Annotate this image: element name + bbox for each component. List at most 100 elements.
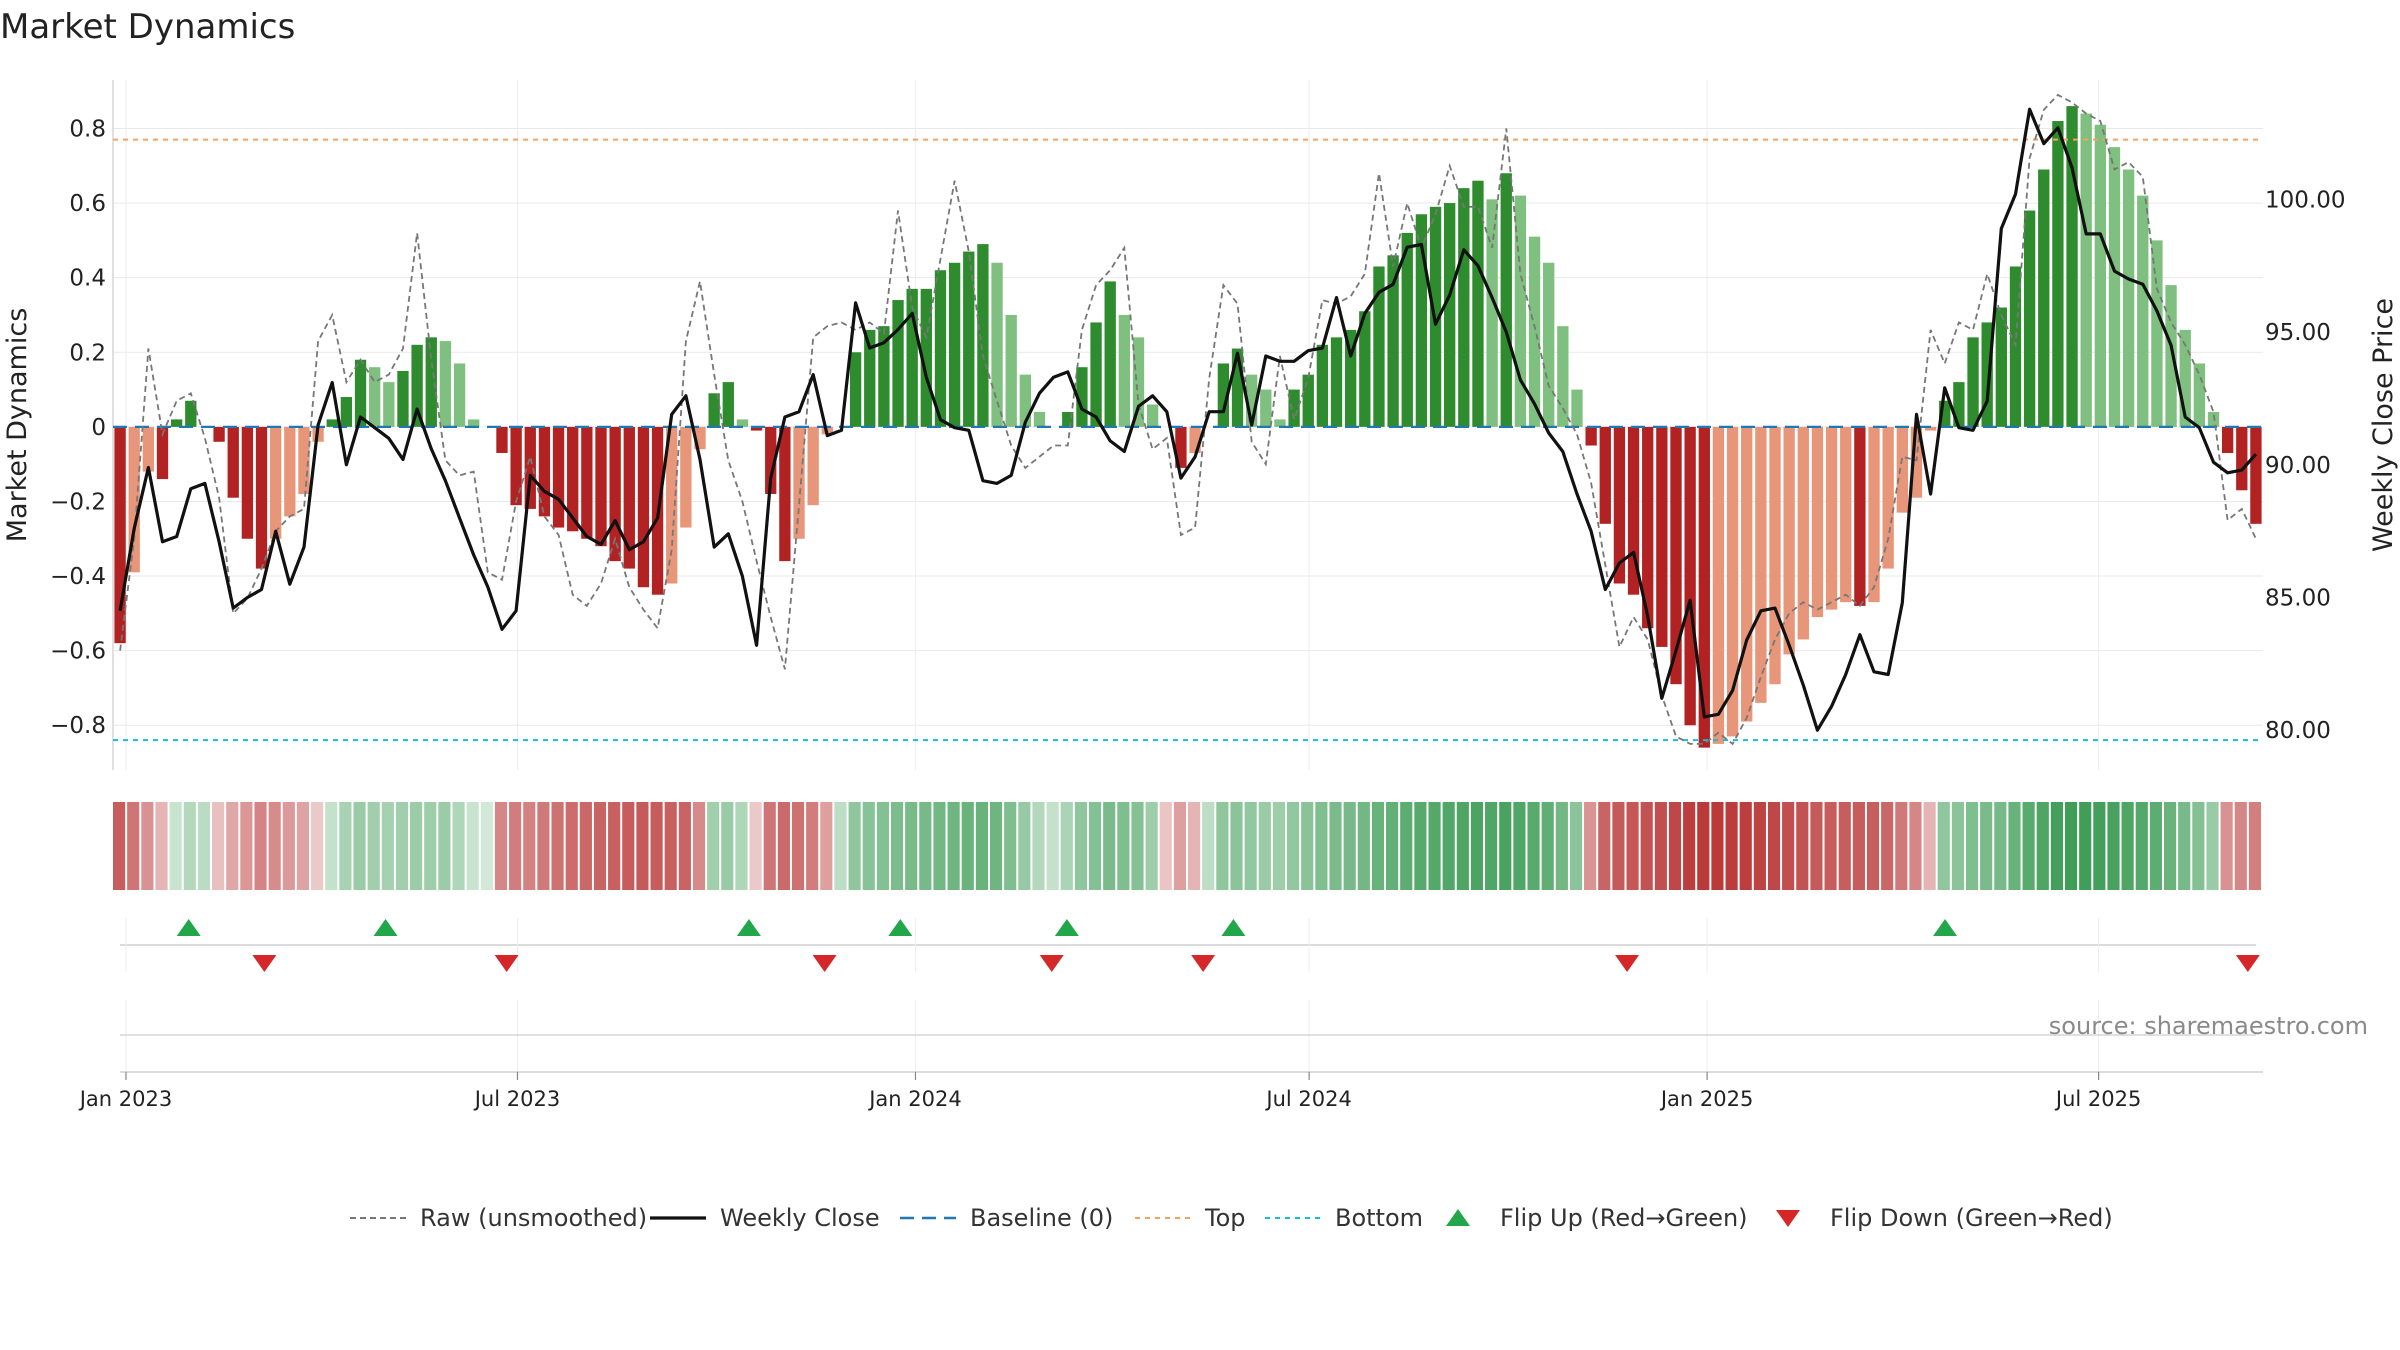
legend-item-close: Weekly Close bbox=[650, 1204, 880, 1232]
regime-cell bbox=[480, 802, 493, 890]
regime-cell bbox=[1216, 802, 1229, 890]
regime-cell bbox=[424, 802, 437, 890]
dynamics-bar bbox=[397, 370, 409, 427]
regime-cell bbox=[410, 802, 423, 890]
left-axis-label: Market Dynamics bbox=[2, 308, 33, 543]
regime-cell bbox=[240, 802, 253, 890]
regime-cell bbox=[1159, 802, 1172, 890]
regime-cell bbox=[1980, 802, 1993, 890]
dynamics-bar bbox=[128, 426, 140, 573]
regime-cell bbox=[466, 802, 479, 890]
regime-cell bbox=[806, 802, 819, 890]
dynamics-bar bbox=[1146, 404, 1159, 427]
dynamics-bar bbox=[1981, 322, 1993, 427]
regime-cell bbox=[876, 802, 889, 890]
legend-swatch bbox=[1776, 1210, 1800, 1227]
flip-up-marker bbox=[888, 919, 913, 936]
dynamics-bar bbox=[1599, 426, 1611, 524]
left-tick-label: 0.6 bbox=[69, 191, 106, 217]
regime-cell bbox=[1753, 802, 1766, 890]
regime-cell bbox=[438, 802, 451, 890]
dynamics-bar bbox=[1062, 411, 1074, 427]
dynamics-bar bbox=[411, 344, 423, 427]
regime-cell bbox=[551, 802, 564, 890]
regime-cell bbox=[1202, 802, 1215, 890]
dynamics-bar bbox=[1019, 374, 1031, 427]
regime-cell bbox=[1060, 802, 1073, 890]
regime-cell bbox=[1188, 802, 1201, 890]
left-tick-label: 0.4 bbox=[69, 266, 106, 292]
dynamics-bar bbox=[948, 262, 961, 427]
dynamics-bar bbox=[284, 426, 296, 517]
regime-cell bbox=[961, 802, 974, 890]
dynamics-bar bbox=[750, 426, 763, 431]
dynamics-bar bbox=[1514, 195, 1527, 427]
dynamics-bar bbox=[340, 397, 353, 427]
dynamics-bar bbox=[142, 426, 155, 472]
regime-cell bbox=[1343, 802, 1356, 890]
regime-cell bbox=[905, 802, 918, 890]
regime-cell bbox=[254, 802, 267, 890]
dynamics-bar bbox=[213, 426, 225, 442]
legend-item-raw: Raw (unsmoothed) bbox=[350, 1204, 647, 1232]
regime-cell bbox=[763, 802, 776, 890]
regime-cell bbox=[678, 802, 691, 890]
dynamics-bar bbox=[2094, 124, 2106, 427]
dynamics-bar bbox=[1924, 426, 1937, 431]
dynamics-bar bbox=[1076, 367, 1088, 427]
dynamics-bar bbox=[2221, 426, 2234, 453]
dynamics-bar bbox=[156, 426, 169, 480]
dynamics-bar bbox=[793, 426, 805, 539]
dynamics-bar bbox=[765, 426, 777, 494]
legend-label: Top bbox=[1204, 1204, 1246, 1232]
legend-label: Bottom bbox=[1335, 1204, 1423, 1232]
dynamics-bar bbox=[510, 426, 522, 506]
dynamics-bar bbox=[2066, 106, 2078, 427]
dynamics-bar bbox=[2179, 329, 2191, 427]
dynamics-bar bbox=[1302, 374, 1314, 427]
regime-cell bbox=[1584, 802, 1597, 890]
regime-cell bbox=[1838, 802, 1851, 890]
regime-cell bbox=[1725, 802, 1738, 890]
regime-cell bbox=[141, 802, 154, 890]
regime-cell bbox=[2248, 802, 2262, 890]
dynamics-bar bbox=[708, 393, 720, 427]
dynamics-bar bbox=[2122, 169, 2135, 427]
dynamics-bar bbox=[1217, 363, 1230, 427]
regime-cell bbox=[2008, 802, 2021, 890]
dynamics-bar bbox=[1755, 426, 1767, 703]
flip-down-marker bbox=[1039, 955, 1064, 972]
dynamics-bar bbox=[1231, 348, 1244, 427]
regime-cell bbox=[2093, 802, 2106, 890]
regime-cell bbox=[212, 802, 225, 890]
regime-cell bbox=[1810, 802, 1823, 890]
left-tick-label: −0.6 bbox=[50, 639, 106, 665]
dynamics-bar bbox=[892, 300, 904, 427]
dynamics-bar bbox=[1698, 426, 1710, 748]
dynamics-bar bbox=[425, 337, 437, 427]
right-tick-label: 85.00 bbox=[2265, 586, 2331, 612]
x-tick-label: Jul 2025 bbox=[2054, 1087, 2141, 1111]
regime-cell bbox=[353, 802, 366, 890]
dynamics-bar bbox=[1868, 426, 1880, 603]
regime-cell bbox=[947, 802, 960, 890]
regime-cell bbox=[537, 802, 550, 890]
dynamics-bar bbox=[1274, 419, 1286, 427]
regime-cell bbox=[2149, 802, 2162, 890]
dynamics-bar bbox=[1811, 426, 1824, 618]
regime-cell bbox=[1088, 802, 1102, 890]
regime-cell bbox=[1767, 802, 1781, 890]
regime-cell bbox=[452, 802, 465, 890]
legend-label: Flip Up (Red→Green) bbox=[1500, 1204, 1748, 1232]
dynamics-bar bbox=[1967, 337, 1979, 427]
regime-cell bbox=[395, 802, 409, 890]
dynamics-bar bbox=[185, 400, 197, 427]
regime-cell bbox=[1004, 802, 1017, 890]
dynamics-bar bbox=[369, 367, 381, 427]
regime-cell bbox=[735, 802, 748, 890]
regime-cell bbox=[1329, 802, 1342, 890]
regime-cell bbox=[593, 802, 607, 890]
dynamics-bar bbox=[1557, 326, 1569, 427]
dynamics-bar bbox=[991, 262, 1003, 427]
